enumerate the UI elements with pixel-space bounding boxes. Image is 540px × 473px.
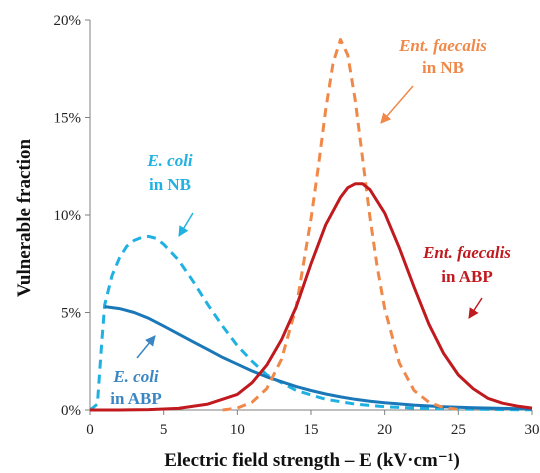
y-tick-label: 15%	[54, 111, 82, 127]
series-line-1	[104, 305, 533, 411]
x-tick-label: 5	[160, 422, 168, 438]
x-axis-title: Electric field strength – E (kV·cm⁻¹)	[164, 450, 460, 471]
annotation-faecalis-nb-arrow	[380, 85, 414, 124]
annotation-ecoli-abp-medium: in ABP	[110, 389, 162, 408]
annotation-faecalis-abp-species: Ent. faecalis	[422, 243, 511, 262]
annotation-ecoli-abp-species: E. coli	[112, 367, 159, 386]
series-line-3	[90, 182, 533, 412]
y-tick-label: 10%	[54, 208, 82, 224]
x-tick-label: 20	[377, 422, 392, 438]
x-tick-label: 25	[451, 422, 466, 438]
series-line-0	[89, 234, 533, 412]
y-axis-title: Vulnerable fraction	[14, 138, 35, 297]
annotation-faecalis-abp: Ent. faecalis in ABP	[422, 243, 511, 319]
annotation-ecoli-nb-medium: in NB	[149, 175, 191, 194]
x-tick-label: 30	[525, 422, 540, 438]
annotation-faecalis-nb: Ent. faecalis in NB	[380, 36, 487, 124]
annotation-ecoli-abp: E. coli in ABP	[110, 335, 162, 408]
x-tick-label: 0	[86, 422, 94, 438]
x-tick-label: 15	[304, 422, 319, 438]
series-line-2	[222, 38, 459, 412]
y-tick-label: 20%	[54, 13, 82, 29]
axes: 0% 5% 10% 15% 20% 0 5 10 15 20 25 30	[54, 13, 540, 438]
annotation-faecalis-abp-medium: in ABP	[441, 267, 493, 286]
annotation-ecoli-abp-arrow	[136, 335, 156, 359]
x-tick-label: 10	[230, 422, 245, 438]
annotation-ecoli-nb-species: E. coli	[146, 151, 193, 170]
annotation-ecoli-nb-arrow	[178, 212, 194, 237]
annotation-faecalis-nb-medium: in NB	[422, 58, 464, 77]
annotation-faecalis-nb-species: Ent. faecalis	[398, 36, 487, 55]
series-group	[89, 38, 533, 412]
annotation-faecalis-abp-arrow	[468, 297, 483, 319]
y-tick-label: 0%	[61, 403, 81, 419]
y-tick-label: 5%	[61, 306, 81, 322]
annotation-ecoli-nb: E. coli in NB	[146, 151, 194, 237]
